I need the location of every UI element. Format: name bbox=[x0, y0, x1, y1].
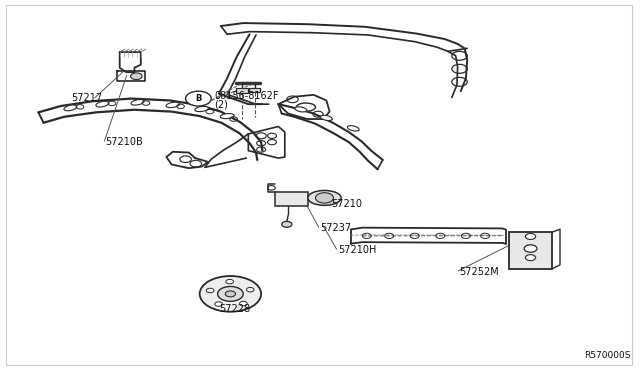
Circle shape bbox=[525, 234, 536, 240]
Ellipse shape bbox=[166, 102, 179, 108]
Circle shape bbox=[200, 276, 261, 312]
Text: 57228: 57228 bbox=[219, 304, 250, 314]
Circle shape bbox=[316, 193, 333, 203]
Circle shape bbox=[186, 91, 211, 106]
Circle shape bbox=[225, 291, 236, 297]
Text: 57252M: 57252M bbox=[460, 267, 499, 276]
Circle shape bbox=[239, 301, 247, 306]
FancyBboxPatch shape bbox=[249, 88, 260, 92]
Ellipse shape bbox=[308, 190, 341, 205]
Circle shape bbox=[525, 255, 536, 261]
Text: 57210: 57210 bbox=[332, 199, 362, 209]
Circle shape bbox=[524, 245, 537, 252]
Circle shape bbox=[215, 302, 223, 306]
Ellipse shape bbox=[321, 115, 332, 121]
Text: B: B bbox=[195, 94, 202, 103]
Circle shape bbox=[206, 288, 214, 293]
Text: 57237: 57237 bbox=[320, 223, 351, 233]
Text: 57217: 57217 bbox=[72, 93, 103, 103]
Text: R570000S: R570000S bbox=[584, 351, 630, 360]
Ellipse shape bbox=[295, 107, 307, 112]
FancyBboxPatch shape bbox=[236, 88, 248, 93]
Circle shape bbox=[131, 73, 142, 80]
Circle shape bbox=[246, 288, 254, 292]
Ellipse shape bbox=[348, 126, 359, 131]
Ellipse shape bbox=[64, 105, 77, 111]
Ellipse shape bbox=[296, 103, 316, 111]
FancyBboxPatch shape bbox=[509, 232, 552, 269]
Text: (2): (2) bbox=[214, 99, 228, 109]
Ellipse shape bbox=[131, 99, 144, 105]
Ellipse shape bbox=[220, 113, 234, 119]
Circle shape bbox=[226, 279, 234, 284]
FancyBboxPatch shape bbox=[275, 192, 308, 206]
Circle shape bbox=[282, 221, 292, 227]
Text: 57210B: 57210B bbox=[106, 137, 143, 147]
Text: 08156-8162F: 08156-8162F bbox=[214, 91, 279, 101]
Ellipse shape bbox=[96, 101, 109, 107]
Circle shape bbox=[218, 286, 243, 301]
Text: 57210H: 57210H bbox=[338, 245, 376, 255]
Ellipse shape bbox=[195, 106, 209, 112]
